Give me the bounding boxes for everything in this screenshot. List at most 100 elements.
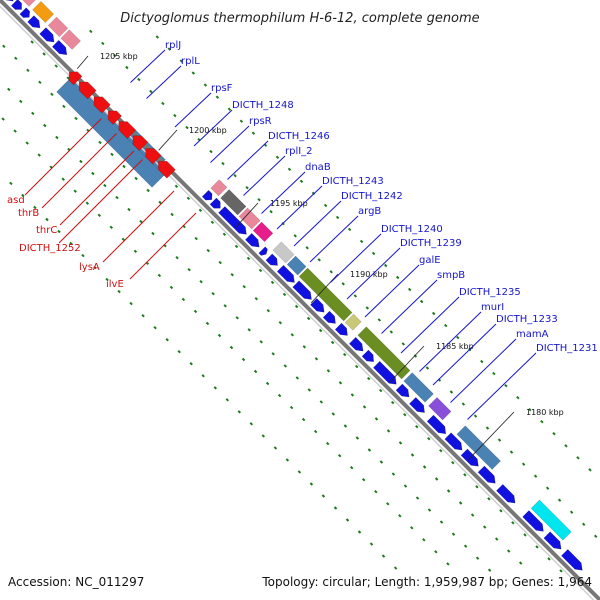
gc-dot: [25, 141, 29, 145]
gc-dot: [97, 213, 102, 218]
gc-dot: [377, 318, 382, 322]
gc-dot: [521, 462, 526, 466]
gc-dot: [79, 159, 83, 164]
label-line: [346, 247, 401, 300]
gc-dot: [451, 532, 456, 536]
gc-dot: [62, 104, 66, 109]
gc-dot: [191, 71, 196, 75]
accession-text: Accession: NC_011297: [8, 575, 144, 589]
label-line: [102, 190, 175, 263]
gc-dot: [161, 101, 165, 106]
gc-dot: [239, 119, 244, 123]
gene-label-dicth_1248: DICTH_1248: [232, 100, 294, 111]
gc-dot: [391, 472, 396, 476]
gc-dot: [26, 68, 30, 73]
gc-dot: [439, 448, 443, 453]
gc-dot: [330, 340, 335, 345]
gc-dot: [439, 520, 444, 524]
gc-dot: [321, 494, 326, 498]
gc-dot: [251, 131, 256, 135]
gc-dot: [229, 345, 234, 350]
gc-dot: [473, 414, 478, 418]
gc-dot: [485, 426, 490, 430]
gc-dot: [516, 395, 520, 400]
gc-dot: [205, 321, 210, 326]
gc-dot: [133, 249, 138, 254]
gc-dot: [139, 219, 143, 224]
gc-dot: [141, 313, 145, 318]
gc-dot: [444, 323, 448, 328]
tick-mark: [158, 129, 178, 151]
gc-dot: [427, 508, 432, 512]
gc-dot: [258, 268, 263, 273]
gc-dot: [225, 398, 230, 402]
gc-dot: [557, 498, 562, 502]
gc-dot: [57, 229, 61, 234]
reverse-cds-arrow: [93, 96, 111, 114]
gc-dot: [187, 267, 191, 272]
gc-dot: [293, 234, 297, 238]
gc-dot: [194, 236, 198, 241]
gc-dot: [211, 291, 215, 296]
gc-dot: [294, 304, 299, 309]
gc-dot: [109, 225, 114, 230]
gc-dot: [302, 345, 307, 349]
gc-dot: [221, 161, 225, 166]
gc-dot: [247, 328, 251, 332]
gc-dot: [523, 533, 527, 537]
gene-label-thrb: thrB: [18, 208, 39, 219]
gc-dot: [227, 107, 232, 111]
reverse-cds-arrow: [107, 110, 122, 125]
gc-dot: [362, 405, 367, 409]
gc-dot: [290, 333, 295, 337]
gc-dot: [153, 325, 157, 330]
gc-dot: [198, 208, 203, 213]
gc-dot: [91, 171, 95, 176]
forward-cds-arrow: [460, 448, 479, 467]
gc-dot: [185, 125, 189, 130]
gc-dot: [146, 188, 150, 193]
cog-block: [252, 221, 274, 243]
gc-dot: [301, 417, 306, 422]
gc-dot: [475, 556, 480, 560]
gc-dot: [446, 489, 451, 493]
gc-dot: [492, 371, 496, 376]
label-line: [261, 171, 306, 214]
gc-dot: [588, 468, 592, 472]
gc-dot: [37, 153, 41, 157]
gc-dot: [458, 501, 463, 505]
gc-dot: [335, 215, 340, 220]
reverse-cds-arrow: [78, 81, 97, 100]
gc-dot: [42, 52, 46, 56]
gc-dot: [30, 40, 34, 44]
gc-dot: [249, 422, 254, 426]
reverse-cds-arrow: [68, 71, 83, 86]
gc-dot: [253, 369, 258, 374]
gc-dot: [317, 258, 321, 262]
gc-dot: [245, 185, 249, 190]
forward-cds-arrow: [543, 531, 562, 550]
gc-content-track: [1, 29, 598, 573]
gc-dot: [66, 76, 70, 80]
label-line: [432, 323, 497, 386]
gc-dot: [389, 330, 394, 334]
gc-dot: [223, 304, 227, 308]
gc-dot: [110, 152, 114, 157]
forward-cds-arrow: [373, 360, 397, 385]
gc-dot: [395, 275, 400, 280]
gc-dot: [366, 376, 371, 381]
cog-block: [272, 241, 295, 264]
gc-dot: [117, 289, 121, 294]
gene-label-dicth_1243: DICTH_1243: [322, 176, 384, 187]
gc-dot: [419, 299, 424, 304]
gc-dot: [246, 256, 251, 261]
gene-label-dicth_1231: DICTH_1231: [536, 343, 598, 354]
forward-cds-arrow: [477, 465, 496, 484]
cog-block: [286, 255, 307, 276]
gc-dot: [254, 296, 259, 301]
forward-cds-arrow: [201, 189, 213, 201]
label-line: [450, 338, 517, 403]
label-line: [58, 159, 143, 244]
forward-cds-arrow: [209, 197, 221, 209]
tick-label: 1190 kbp: [350, 270, 388, 279]
